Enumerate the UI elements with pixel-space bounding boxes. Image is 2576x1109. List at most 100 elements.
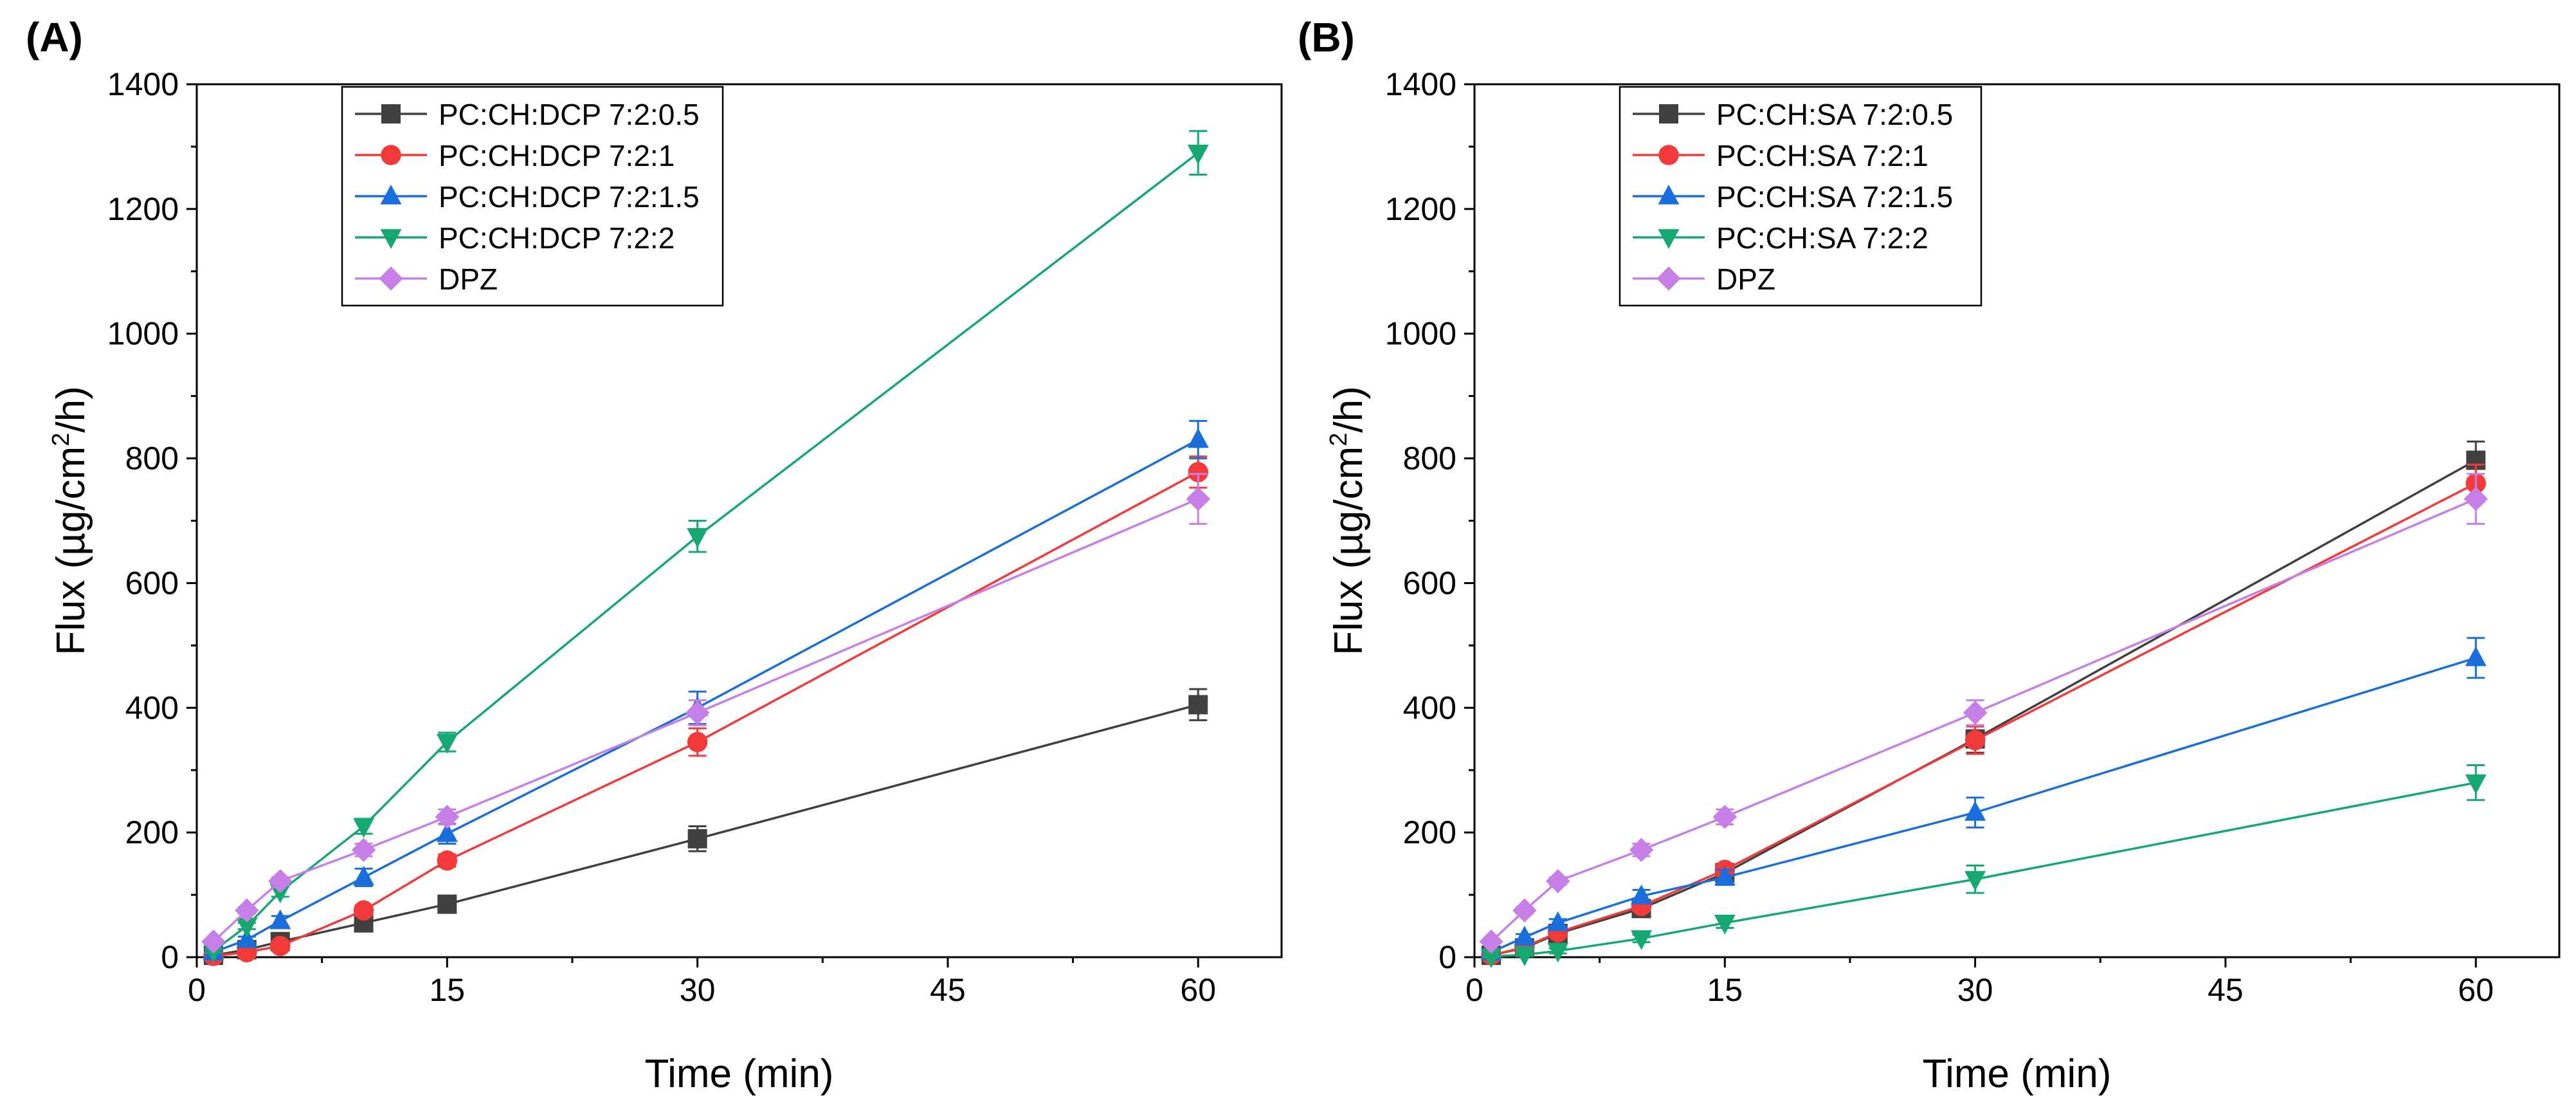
- data-point: [1964, 729, 1986, 751]
- legend-item: PC:CH:DCP 7:2:0.5: [355, 98, 700, 131]
- legend-label: PC:CH:SA 7:2:2: [1716, 221, 1928, 255]
- x-axis-title: Time (min): [1923, 1052, 2112, 1096]
- data-point: [2465, 646, 2487, 666]
- x-tick-label: 60: [1180, 972, 1216, 1008]
- series-line: [1491, 459, 2477, 957]
- legend-label: PC:CH:DCP 7:2:0.5: [439, 98, 700, 131]
- x-tick-label: 45: [2208, 972, 2244, 1008]
- y-tick-label: 0: [1438, 939, 1456, 975]
- data-point: [351, 838, 376, 863]
- data-point: [201, 930, 226, 954]
- chart-panel-b: (B)0 15 30 45 600200400600800100012001400Tim…: [1298, 14, 2561, 1096]
- y-tick-label: 1400: [107, 66, 179, 102]
- legend-marker: [1658, 145, 1679, 165]
- x-tick-label: 0: [188, 972, 206, 1008]
- legend-marker: [1656, 266, 1681, 291]
- y-tick-label: 200: [125, 814, 179, 850]
- data-point: [353, 900, 374, 921]
- data-point: [1547, 911, 1569, 931]
- y-tick-label: 1200: [1385, 191, 1456, 227]
- data-point: [1186, 486, 1210, 511]
- data-point: [437, 894, 457, 914]
- data-point: [687, 527, 709, 548]
- data-point: [1714, 914, 1736, 935]
- legend-item: PC:CH:SA 7:2:1.5: [1633, 180, 1953, 214]
- y-axis-title-sup: 2: [1325, 433, 1352, 446]
- legend-label: PC:CH:SA 7:2:1.5: [1716, 180, 1953, 214]
- legend-marker: [381, 145, 401, 165]
- y-axis-title-prefix: Flux (µg/cm: [1327, 446, 1371, 655]
- data-point: [1188, 462, 1208, 482]
- data-point: [1546, 868, 1570, 894]
- data-point: [1964, 801, 1986, 821]
- x-tick-label: 60: [2458, 972, 2494, 1008]
- legend-item: PC:CH:SA 7:2:0.5: [1633, 98, 1953, 131]
- data-point: [436, 822, 458, 842]
- legend-label: PC:CH:SA 7:2:0.5: [1716, 98, 1953, 131]
- data-point: [236, 928, 258, 948]
- y-tick-label: 1000: [1385, 316, 1456, 352]
- data-point: [2465, 774, 2487, 794]
- data-point: [437, 850, 458, 871]
- legend-item: DPZ: [355, 262, 498, 296]
- y-tick-label: 1000: [107, 316, 179, 352]
- data-point: [1629, 838, 1654, 863]
- y-tick-label: 600: [125, 565, 179, 601]
- y-tick-label: 400: [125, 690, 179, 726]
- legend-marker: [381, 104, 401, 124]
- data-point: [1547, 942, 1569, 963]
- legend-item: PC:CH:DCP 7:2:2: [355, 221, 675, 255]
- x-tick-label: 15: [1707, 972, 1743, 1008]
- x-tick-label: 0: [1465, 972, 1483, 1008]
- legend: PC:CH:SA 7:2:0.5 PC:CH:SA 7:2:1 PC:CH:SA 7…: [1619, 86, 1982, 307]
- series-1: [203, 688, 1208, 966]
- data-point: [236, 917, 258, 938]
- series-5: [201, 473, 1210, 954]
- y-tick-label: 800: [125, 441, 179, 477]
- legend-label: DPZ: [439, 262, 498, 296]
- data-point: [268, 868, 293, 894]
- x-tick-label: 30: [680, 972, 716, 1008]
- data-point: [270, 935, 291, 957]
- legend-label: PC:CH:DCP 7:2:2: [439, 221, 675, 255]
- legend-marker: [1658, 229, 1680, 249]
- data-point: [1631, 884, 1653, 904]
- data-point: [1514, 925, 1536, 946]
- y-tick-label: 0: [161, 939, 179, 975]
- data-point: [235, 898, 259, 923]
- series-line: [1491, 482, 2477, 957]
- legend-label: PC:CH:DCP 7:2:1: [439, 139, 675, 172]
- legend-marker: [1659, 104, 1678, 124]
- legend-marker: [379, 266, 403, 291]
- data-point: [269, 909, 291, 930]
- y-axis-title-suffix: /h): [49, 386, 93, 432]
- x-tick-label: 45: [930, 972, 966, 1008]
- y-tick-label: 1400: [1385, 66, 1456, 102]
- x-tick-label: 15: [429, 972, 465, 1008]
- panel-label: (A): [26, 14, 83, 60]
- y-tick-label: 1200: [107, 191, 179, 227]
- legend-item: PC:CH:DCP 7:2:1: [355, 139, 675, 172]
- data-point: [687, 731, 708, 753]
- data-point: [435, 805, 460, 829]
- data-point: [1712, 805, 1737, 829]
- y-tick-label: 200: [1403, 814, 1456, 850]
- data-point: [1188, 695, 1208, 715]
- data-point: [353, 865, 375, 886]
- legend: PC:CH:DCP 7:2:0.5 PC:CH:DCP 7:2:1 PC:CH:DC…: [341, 86, 724, 307]
- legend-item: PC:CH:SA 7:2:1: [1633, 139, 1928, 172]
- data-point: [1187, 144, 1209, 165]
- legend-item: DPZ: [1633, 262, 1775, 296]
- y-axis-title-suffix: /h): [1327, 386, 1371, 432]
- legend-item: PC:CH:DCP 7:2:1.5: [355, 180, 700, 214]
- legend-marker: [380, 229, 402, 249]
- legend-label: PC:CH:DCP 7:2:1.5: [439, 180, 700, 214]
- series-3: [203, 419, 1209, 960]
- legend-label: DPZ: [1716, 262, 1775, 296]
- data-point: [685, 701, 710, 725]
- series-4: [1480, 764, 2487, 969]
- data-point: [1479, 930, 1503, 954]
- series-1: [1481, 440, 2486, 966]
- y-axis-title-prefix: Flux (µg/cm: [49, 446, 93, 655]
